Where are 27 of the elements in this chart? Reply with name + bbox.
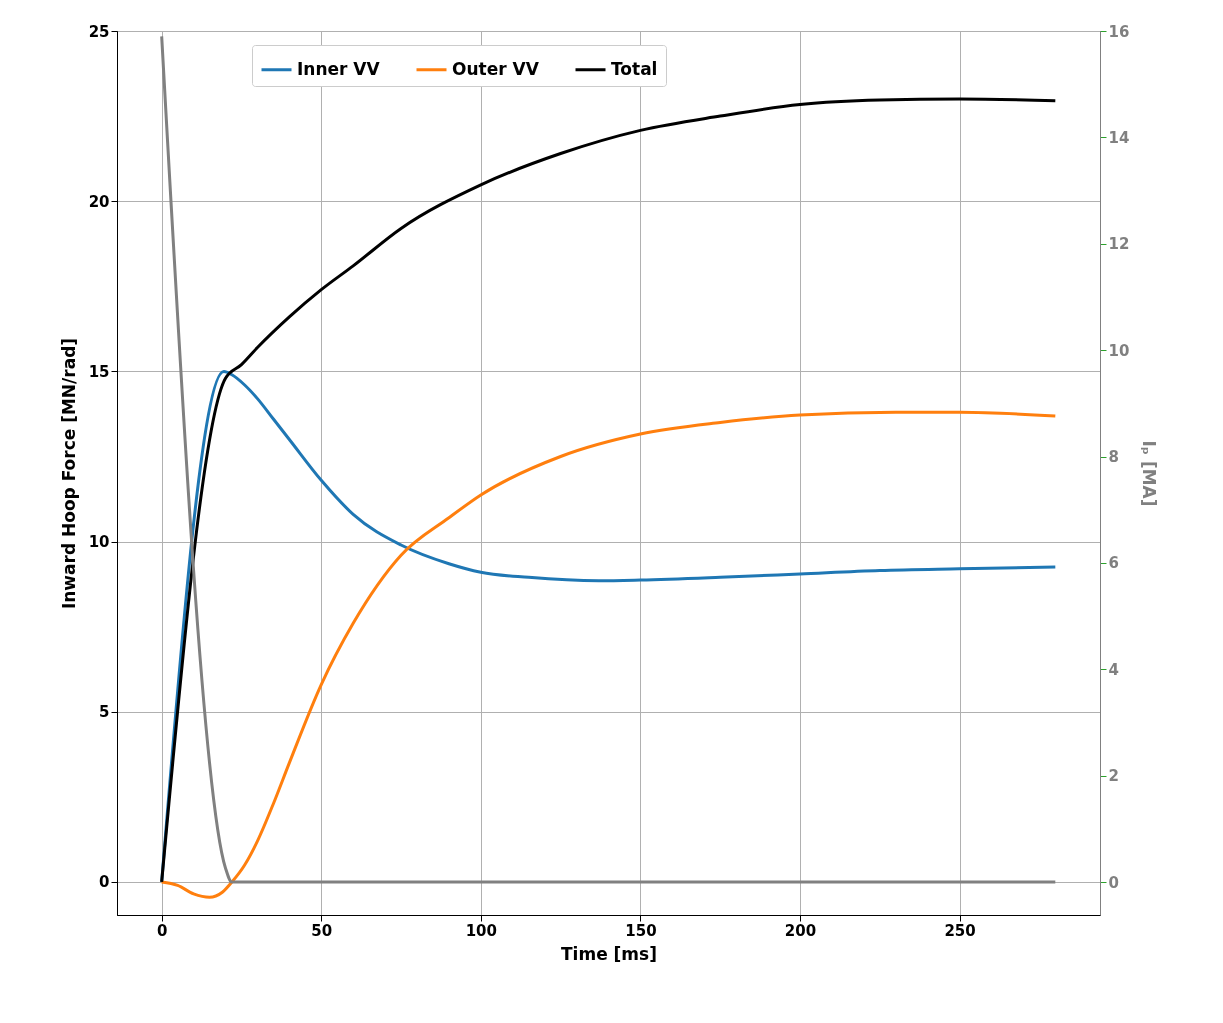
- y2-tick-label: 12: [1108, 235, 1130, 254]
- y2-tick-label: 4: [1108, 660, 1119, 679]
- y-axis-title: Inward Hoop Force [MN/rad]: [58, 337, 79, 610]
- legend-label: Inner VV: [297, 58, 381, 79]
- y2-tick-label: 10: [1108, 341, 1130, 360]
- y2-tick-label: 16: [1108, 22, 1130, 41]
- x-tick-label: 100: [465, 921, 497, 940]
- y2-tick-label: 14: [1108, 128, 1130, 147]
- y2-tick-label: 6: [1108, 554, 1119, 573]
- x-axis-title: Time [ms]: [561, 943, 657, 964]
- x-tick-label: 150: [625, 921, 657, 940]
- y2-tick-label: 0: [1108, 873, 1119, 892]
- y2-axis-title: Iₚ [MA]: [1139, 440, 1160, 507]
- x-tick-label: 200: [784, 921, 817, 940]
- y2-tick-label: 8: [1108, 448, 1119, 467]
- y-tick-label: 0: [99, 873, 110, 892]
- legend-label: Total: [611, 58, 658, 79]
- y-tick-label: 5: [99, 703, 110, 722]
- y-tick-label: 15: [88, 362, 110, 381]
- y-tick-label: 25: [88, 22, 110, 41]
- y-tick-label: 20: [88, 192, 110, 211]
- legend-label: Outer VV: [452, 58, 540, 79]
- x-tick-label: 50: [311, 921, 333, 940]
- y-tick-label: 10: [88, 533, 110, 552]
- y2-tick-label: 2: [1108, 767, 1119, 786]
- x-tick-label: 0: [156, 921, 168, 940]
- x-tick-label: 250: [944, 921, 976, 940]
